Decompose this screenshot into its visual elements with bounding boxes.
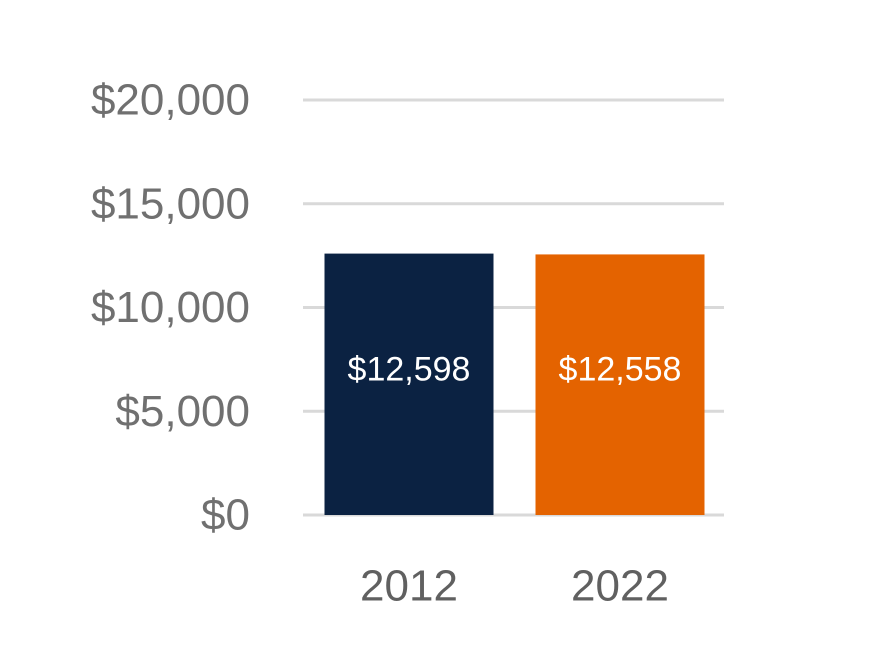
y-tick-label: $20,000 <box>91 76 250 125</box>
y-axis-ticks: $0 $5,000 $10,000 $15,000 $20,000 <box>91 76 250 540</box>
y-tick-label: $10,000 <box>91 283 250 332</box>
bar-value-label: $12,558 <box>559 351 682 389</box>
y-tick-label: $15,000 <box>91 179 250 228</box>
bar-value-label: $12,598 <box>348 350 471 388</box>
data-labels: $12,598 $12,558 <box>348 350 682 388</box>
bars <box>324 253 705 516</box>
x-category-label: 2012 <box>360 562 458 611</box>
bar <box>324 253 494 516</box>
x-axis-ticks: 2012 2022 <box>360 562 669 611</box>
y-tick-label: $5,000 <box>115 387 250 436</box>
y-tick-label: $0 <box>201 491 250 540</box>
bar <box>535 254 705 515</box>
x-category-label: 2022 <box>571 562 669 611</box>
